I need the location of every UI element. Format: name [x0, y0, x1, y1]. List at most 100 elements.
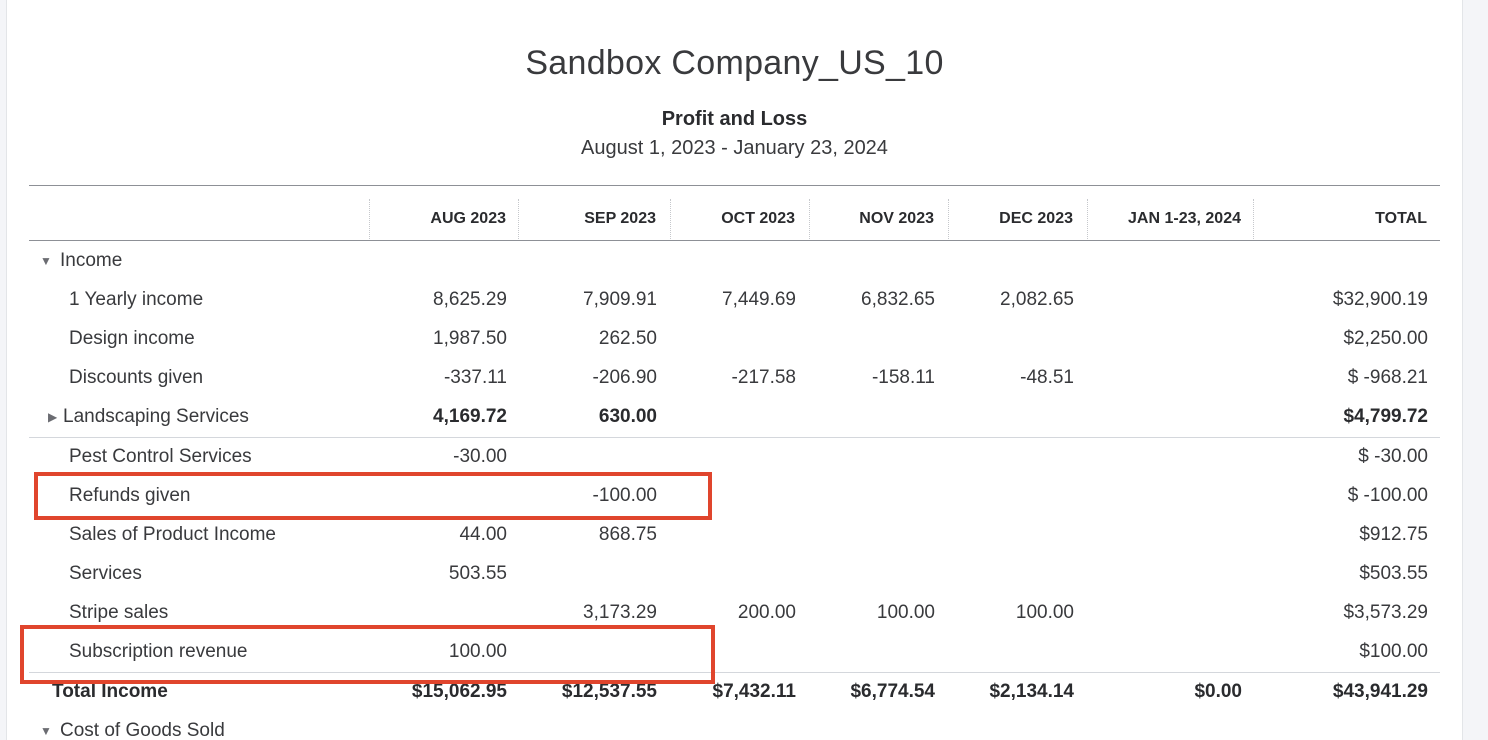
cell-aug-2023[interactable]: 8,625.29 — [433, 289, 507, 310]
cell-dec-2023[interactable] — [964, 641, 1074, 663]
cell-total[interactable]: $ -30.00 — [1358, 446, 1428, 467]
table-row: Stripe sales 3,173.29 200.00 100.00 100.… — [29, 594, 1440, 633]
column-divider — [369, 199, 370, 239]
cell-nov-2023[interactable] — [825, 328, 935, 350]
cell-oct-2023[interactable] — [686, 446, 796, 468]
cell-jan-2024[interactable] — [1103, 602, 1242, 624]
cell-total[interactable]: $ -968.21 — [1347, 367, 1428, 388]
cell-dec-2023[interactable] — [964, 406, 1074, 428]
row-label[interactable]: Subscription revenue — [69, 641, 248, 662]
cell-nov-2023[interactable] — [825, 641, 935, 663]
cell-aug-2023[interactable]: 1,987.50 — [433, 328, 507, 349]
column-header-jan-2024[interactable]: JAN 1-23, 2024 — [1128, 210, 1241, 227]
cell-nov-2023[interactable]: $6,774.54 — [850, 681, 935, 702]
cell-total[interactable]: $ -100.00 — [1347, 485, 1428, 506]
collapse-caret-icon[interactable]: ▼ — [40, 724, 52, 738]
cell-sep-2023[interactable]: 7,909.91 — [583, 289, 657, 310]
cell-dec-2023[interactable] — [964, 485, 1074, 507]
cell-dec-2023[interactable]: $2,134.14 — [989, 681, 1074, 702]
cell-oct-2023[interactable] — [686, 563, 796, 585]
section-row-income[interactable]: ▼ Income — [29, 242, 1440, 281]
cell-jan-2024[interactable] — [1103, 485, 1242, 507]
cell-aug-2023[interactable]: $15,062.95 — [411, 681, 507, 702]
row-label[interactable]: Refunds given — [69, 485, 191, 506]
cell-jan-2024[interactable]: $0.00 — [1194, 681, 1242, 702]
section-row-cost-of-goods-sold[interactable]: ▼ Cost of Goods Sold — [29, 712, 1440, 740]
column-header-oct-2023[interactable]: OCT 2023 — [721, 210, 795, 227]
cell-total[interactable]: $503.55 — [1359, 563, 1428, 584]
collapse-caret-icon[interactable]: ▼ — [40, 254, 52, 268]
cell-oct-2023[interactable]: 200.00 — [737, 602, 796, 623]
cell-aug-2023[interactable] — [385, 602, 507, 624]
cell-dec-2023[interactable]: 100.00 — [1015, 602, 1074, 623]
cell-total[interactable]: $32,900.19 — [1332, 289, 1428, 310]
cell-jan-2024[interactable] — [1103, 328, 1242, 350]
cell-dec-2023[interactable]: -48.51 — [1020, 367, 1074, 388]
column-header-nov-2023[interactable]: NOV 2023 — [859, 210, 934, 227]
row-label[interactable]: Pest Control Services — [69, 446, 252, 467]
cell-sep-2023[interactable] — [534, 563, 657, 585]
row-label[interactable]: Services — [69, 563, 142, 584]
expand-caret-icon[interactable]: ▶ — [48, 410, 58, 424]
column-header-dec-2023[interactable]: DEC 2023 — [999, 210, 1073, 227]
row-label[interactable]: Sales of Product Income — [69, 524, 276, 545]
cell-sep-2023[interactable]: -100.00 — [592, 485, 657, 506]
cell-nov-2023[interactable]: -158.11 — [871, 367, 935, 388]
cell-dec-2023[interactable] — [964, 328, 1074, 350]
cell-aug-2023[interactable]: 100.00 — [448, 641, 507, 662]
cell-sep-2023[interactable]: 3,173.29 — [583, 602, 657, 623]
cell-aug-2023[interactable]: -30.00 — [453, 446, 507, 467]
cell-jan-2024[interactable] — [1103, 367, 1242, 389]
cell-total[interactable]: $2,250.00 — [1343, 328, 1428, 349]
row-label[interactable]: Discounts given — [69, 367, 204, 388]
row-label[interactable]: Landscaping Services — [63, 406, 249, 427]
cell-aug-2023[interactable]: 44.00 — [459, 524, 507, 545]
cell-dec-2023[interactable]: 2,082.65 — [1000, 289, 1074, 310]
cell-nov-2023[interactable]: 6,832.65 — [861, 289, 935, 310]
cell-oct-2023[interactable]: $7,432.11 — [712, 681, 796, 702]
cell-nov-2023[interactable] — [825, 406, 935, 428]
cell-jan-2024[interactable] — [1103, 446, 1242, 468]
cell-dec-2023[interactable] — [964, 524, 1074, 546]
cell-jan-2024[interactable] — [1103, 641, 1242, 663]
cell-dec-2023[interactable] — [964, 563, 1074, 585]
column-header-sep-2023[interactable]: SEP 2023 — [584, 210, 656, 227]
cell-sep-2023[interactable]: 262.50 — [598, 328, 657, 349]
cell-aug-2023[interactable]: 503.55 — [448, 563, 507, 584]
cell-sep-2023[interactable]: -206.90 — [592, 367, 657, 388]
cell-aug-2023[interactable]: 4,169.72 — [433, 406, 507, 427]
cell-nov-2023[interactable] — [825, 485, 935, 507]
cell-dec-2023[interactable] — [964, 446, 1074, 468]
row-label[interactable]: Stripe sales — [69, 602, 169, 623]
cell-sep-2023[interactable] — [534, 446, 657, 468]
cell-sep-2023[interactable]: 630.00 — [598, 406, 657, 427]
cell-oct-2023[interactable] — [686, 406, 796, 428]
group-row-landscaping-services[interactable]: ▶ Landscaping Services 4,169.72 630.00 $… — [29, 398, 1440, 437]
cell-nov-2023[interactable] — [825, 563, 935, 585]
cell-aug-2023[interactable]: -337.11 — [443, 367, 507, 388]
cell-jan-2024[interactable] — [1103, 406, 1242, 428]
table-row: Services 503.55 $503.55 — [29, 555, 1440, 594]
cell-oct-2023[interactable]: 7,449.69 — [722, 289, 796, 310]
row-label[interactable]: Design income — [69, 328, 195, 349]
cell-sep-2023[interactable]: 868.75 — [598, 524, 657, 545]
column-header-total[interactable]: TOTAL — [1375, 210, 1427, 227]
cell-total[interactable]: $4,799.72 — [1343, 406, 1428, 427]
cell-total[interactable]: $43,941.29 — [1332, 681, 1428, 702]
cell-sep-2023[interactable]: $12,537.55 — [561, 681, 657, 702]
cell-nov-2023[interactable] — [825, 446, 935, 468]
cell-jan-2024[interactable] — [1103, 563, 1242, 585]
cell-nov-2023[interactable]: 100.00 — [876, 602, 935, 623]
cell-nov-2023[interactable] — [825, 524, 935, 546]
cell-jan-2024[interactable] — [1103, 524, 1242, 546]
row-label: Cost of Goods Sold — [60, 720, 225, 740]
row-label[interactable]: 1 Yearly income — [69, 289, 204, 310]
cell-total[interactable]: $912.75 — [1359, 524, 1428, 545]
cell-oct-2023[interactable] — [686, 328, 796, 350]
cell-total[interactable]: $100.00 — [1359, 641, 1428, 662]
cell-oct-2023[interactable]: -217.58 — [731, 367, 796, 388]
cell-jan-2024[interactable] — [1103, 289, 1242, 311]
cell-oct-2023[interactable] — [686, 524, 796, 546]
column-header-aug-2023[interactable]: AUG 2023 — [430, 210, 506, 227]
cell-total[interactable]: $3,573.29 — [1343, 602, 1428, 623]
